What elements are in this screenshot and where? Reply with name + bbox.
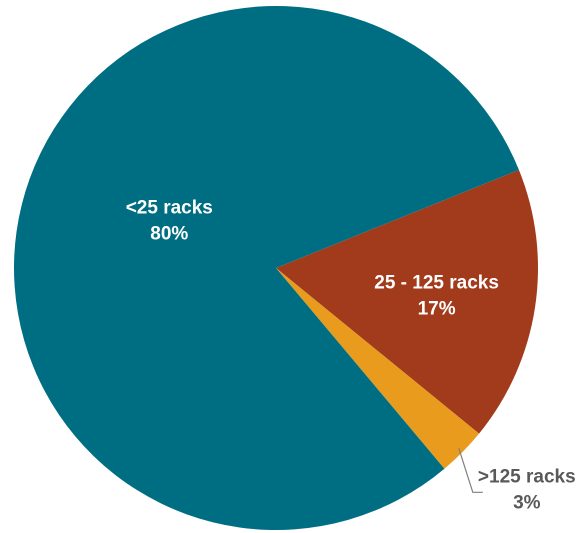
pie-slices bbox=[13, 5, 539, 530]
leader-line-125-racks bbox=[458, 448, 483, 493]
pie-slice-125-racks bbox=[276, 268, 480, 469]
pie-slice-25-racks bbox=[13, 5, 519, 530]
slice-label-25-racks: <25 racks bbox=[126, 197, 213, 218]
slice-value-25-125-racks: 17% bbox=[418, 298, 456, 319]
pie-slice-25-125-racks bbox=[276, 169, 539, 434]
slice-labels: 25 - 125 racks 17% >125 racks 3% <25 racks 80… bbox=[126, 197, 576, 513]
slice-label-125-racks: >125 racks bbox=[478, 466, 576, 487]
slice-value-125-racks: 3% bbox=[513, 492, 541, 513]
slice-label-25-125-racks: 25 - 125 racks bbox=[374, 272, 499, 293]
leader-lines bbox=[458, 448, 483, 493]
slice-value-25-racks: 80% bbox=[150, 223, 188, 244]
